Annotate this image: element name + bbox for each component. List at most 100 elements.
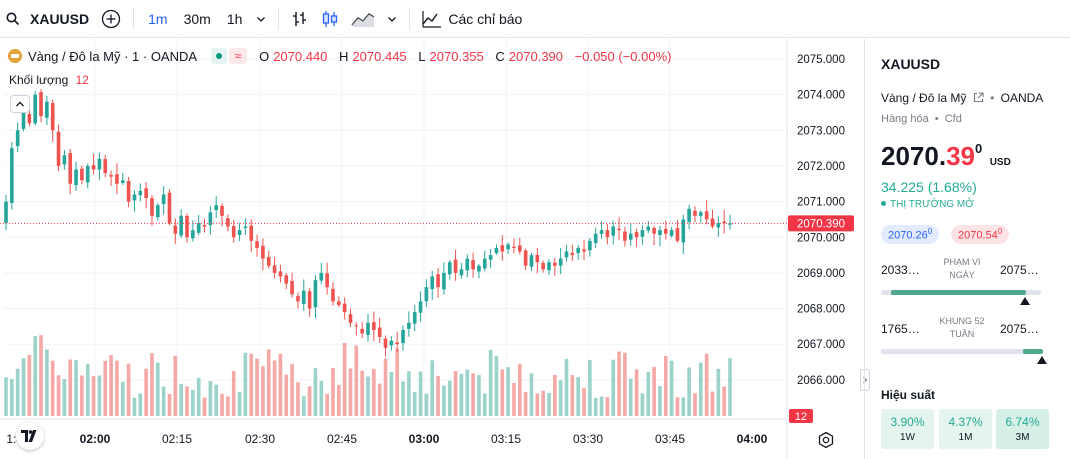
candle-body [471,260,475,270]
symbol-description[interactable]: Vàng / Đô la Mỹ [881,91,967,105]
candle-body [407,322,411,329]
area-chart-icon [351,12,375,27]
volume-bar [436,375,440,416]
candle-body [663,228,668,234]
interval-1h[interactable]: 1h [226,10,243,27]
time-tick-label: 03:00 [409,432,440,446]
market-status: THỊ TRƯỜNG MỞ [881,199,974,210]
chart-settings-button[interactable] [817,431,835,449]
time-tick-label: 02:30 [245,432,275,446]
perf-value: 6.74% [1005,415,1040,429]
volume-bar [512,383,516,416]
interval-30m[interactable]: 30m [183,10,211,27]
volume-bar [564,358,569,416]
candle-body [173,225,178,234]
candle-body [623,231,627,241]
volume-bar [348,368,353,416]
symbol-search[interactable]: XAUUSD [0,0,95,38]
chevron-up-icon [16,101,24,107]
volume-bar [208,381,213,416]
volume-bar [45,349,49,416]
time-tick-label: 02:00 [80,432,111,446]
candle-body [704,211,709,220]
volume-bar [401,381,405,416]
volume-bar [523,391,528,416]
candle-body [167,192,172,223]
panel-symbol[interactable]: XAUUSD [881,56,941,72]
volume-bar [395,348,400,416]
volume-bars [4,335,732,416]
interval-dropdown[interactable] [250,0,272,38]
volume-bar [576,377,581,416]
volume-bar [266,349,271,416]
candle-body [91,165,96,170]
volume-bar [488,349,493,416]
tradingview-logo[interactable] [16,422,44,450]
volume-bar [652,366,656,416]
candle-body [681,219,686,243]
candle-body [243,226,248,228]
price-tick-label: 2067.000 [797,339,845,351]
ask-sup: 0 [997,227,1003,236]
candle-body [372,322,376,330]
bar-chart-type-button[interactable] [285,0,315,38]
candle-body [231,226,236,238]
candle-body [459,269,464,276]
volume-bar [50,360,55,416]
volume-bar [33,336,38,416]
candle-body [325,273,329,288]
candle-body [272,265,277,273]
candle-body [401,329,405,344]
volume-bar [109,355,113,416]
chart-type-dropdown[interactable] [381,0,403,38]
volume-bar [226,396,230,416]
candle-body [611,226,616,236]
perf-card-3m[interactable]: 6.74% 3M [996,409,1049,449]
toolbar: XAUUSD 1m 30m 1h Các chỉ báo [0,0,1070,38]
week52-track [881,349,1041,354]
volume-bar [272,360,277,416]
volume-bar [698,362,703,416]
candle-body [605,230,610,238]
volume-bar [582,387,586,416]
volume-bar [4,377,8,416]
volume-bar [710,391,715,416]
volume-bar [372,368,376,416]
perf-card-1m[interactable]: 4.37% 1M [939,409,992,449]
candle-body [27,113,32,124]
candle-body [290,280,294,295]
collapse-legend-button[interactable] [10,95,30,113]
week52-fill [1023,349,1043,354]
area-chart-type-button[interactable] [345,0,381,38]
candle-body [278,271,283,277]
candle-body [436,274,440,288]
candle-body [599,230,604,234]
symbol-details-panel: XAUUSD Vàng / Đô la Mỹ • OANDA Hàng hóa … [864,39,1070,459]
compare-add-button[interactable] [95,0,127,38]
volume-bar [173,355,178,416]
interval-1m[interactable]: 1m [148,10,168,27]
volume-bar [693,393,697,416]
candle-body [307,291,312,309]
price-tick-label: 2070.000 [797,232,845,244]
chart-canvas[interactable]: 2075.000 2074.000 2073.000 2072.000 2071.000… [0,39,862,459]
indicators-button[interactable]: Các chỉ báo [416,0,528,38]
time-tick-label: 02:15 [162,432,192,446]
volume-bar [558,380,563,416]
candle-chart-type-button[interactable] [315,0,345,38]
volume-bar [115,360,119,416]
perf-card-1w[interactable]: 3.90% 1W [881,409,934,449]
symbol-category-row: Hàng hóa • Cfd [881,113,962,125]
chart-area[interactable]: 2075.000 2074.000 2073.000 2072.000 2071.000… [0,39,862,459]
volume-bar [307,386,312,416]
volume-bar [360,370,364,416]
volume-bar [471,373,475,416]
change-value: −0.050 (−0.00%) [574,48,672,64]
candle-body [722,221,726,223]
candle-body [582,249,586,252]
close-value: 2070.390 [508,48,564,64]
external-link-icon[interactable] [973,92,984,103]
candle-body [523,250,528,266]
day-range-marker-icon [1020,297,1030,305]
close-label: C [495,48,505,64]
